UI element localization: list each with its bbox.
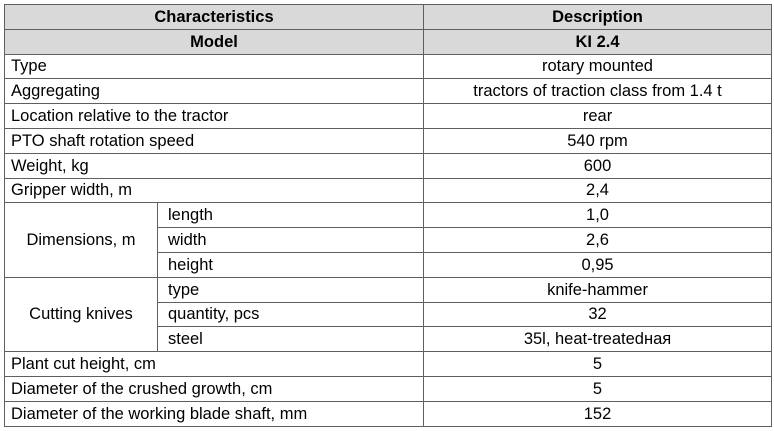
knives-type-value: knife-hammer (423, 276, 773, 303)
header-row: Characteristics Description (3, 4, 773, 30)
row-label-location: Location relative to the tractor (3, 103, 425, 129)
table-row: Plant cut height, cm 5 (3, 351, 773, 377)
table-row: width 2,6 (5, 227, 773, 253)
row-label-aggregating: Aggregating (3, 78, 425, 105)
row-value-aggregating: tractors of traction class from 1.4 t (423, 78, 773, 105)
row-label-blade-shaft-diameter: Diameter of the working blade shaft, mm (3, 400, 425, 427)
knives-steel-value: 35l, heat-treatedная (423, 326, 773, 353)
dimensions-width-value: 2,6 (423, 227, 773, 253)
model-value: KI 2.4 (423, 28, 773, 55)
table-row: PTO shaft rotation speed 540 rpm (3, 127, 773, 154)
row-value-location: rear (423, 103, 773, 129)
table-row: quantity, pcs 32 (5, 301, 773, 328)
row-value-pto-speed: 540 rpm (423, 127, 773, 154)
table-row: Diameter of the crushed growth, cm 5 (3, 375, 773, 402)
dimensions-width-label: width (156, 227, 425, 253)
dimensions-height-value: 0,95 (423, 251, 773, 278)
description-header: Description (423, 4, 773, 30)
dimensions-length-value: 1,0 (423, 202, 773, 229)
specifications-table: Characteristics Description Model KI 2.4… (3, 4, 773, 427)
model-row: Model KI 2.4 (3, 28, 773, 55)
dimensions-length-label: length (156, 202, 425, 229)
row-value-plant-cut-height: 5 (423, 351, 773, 377)
table-row: steel 35l, heat-treatedная (5, 326, 773, 353)
row-label-gripper-width: Gripper width, m (3, 177, 425, 204)
table-row: Gripper width, m 2,4 (3, 177, 773, 204)
characteristics-header: Characteristics (3, 4, 425, 30)
row-label-pto-speed: PTO shaft rotation speed (3, 127, 425, 154)
table-row: Aggregating tractors of traction class f… (3, 78, 773, 105)
row-label-type: Type (3, 53, 425, 80)
cutting-knives-group-label: Cutting knives (4, 276, 158, 353)
row-label-plant-cut-height: Plant cut height, cm (3, 351, 425, 377)
knives-quantity-label: quantity, pcs (156, 301, 425, 328)
table-row: Diameter of the working blade shaft, mm … (3, 400, 773, 427)
dimensions-height-label: height (156, 251, 425, 278)
row-label-crushed-growth-diameter: Diameter of the crushed growth, cm (3, 375, 425, 402)
table-row: Location relative to the tractor rear (3, 103, 773, 129)
row-value-blade-shaft-diameter: 152 (423, 400, 773, 427)
dimensions-group-label: Dimensions, m (4, 202, 158, 278)
row-value-type: rotary mounted (423, 53, 773, 80)
table-row: height 0,95 (5, 251, 773, 278)
row-value-weight: 600 (423, 152, 773, 179)
knives-quantity-value: 32 (423, 301, 773, 328)
model-label: Model (3, 28, 425, 55)
knives-steel-label: steel (156, 326, 425, 353)
knives-type-label: type (156, 276, 425, 303)
row-label-weight: Weight, kg (3, 152, 425, 179)
table-row: Dimensions, m length 1,0 (4, 202, 773, 278)
table-row: Cutting knives type knife-hammer (4, 276, 773, 353)
table-row: Type rotary mounted (3, 53, 773, 80)
table-row: Weight, kg 600 (3, 152, 773, 179)
row-value-crushed-growth-diameter: 5 (423, 375, 773, 402)
row-value-gripper-width: 2,4 (423, 177, 773, 204)
